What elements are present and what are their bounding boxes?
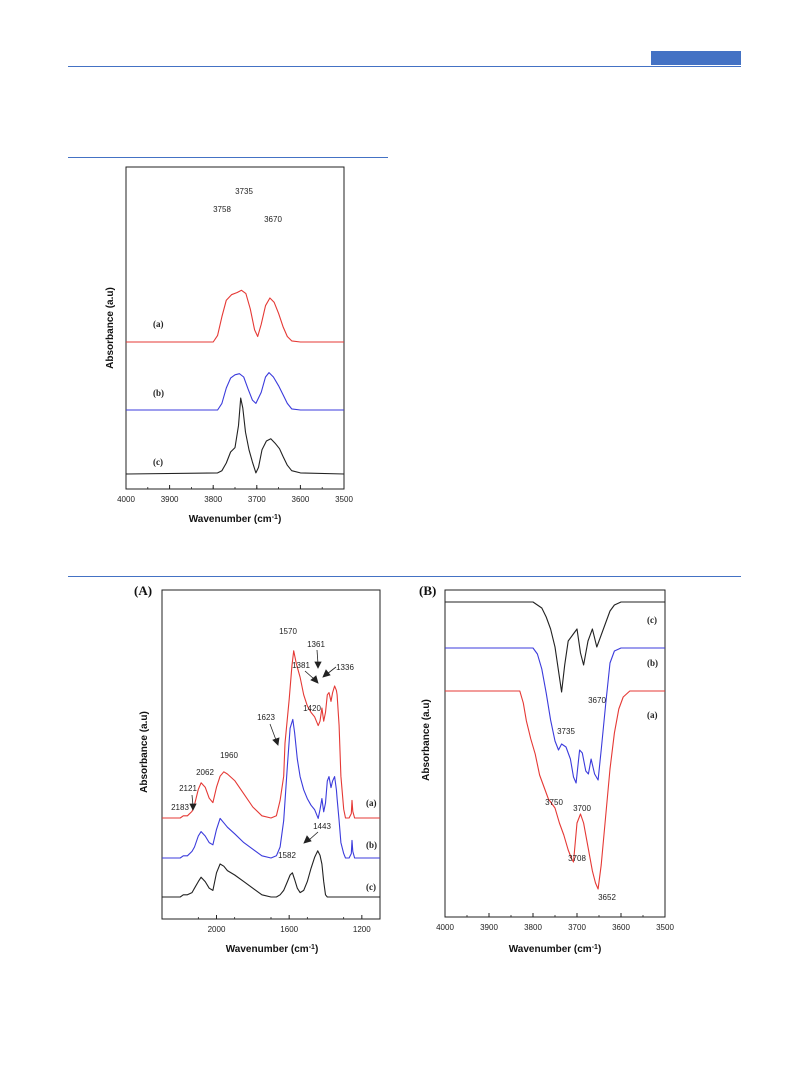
chart-a-annotation: 1443 [313, 822, 331, 831]
chart-b: (B) 4000 3900 3800 3700 3600 3500 Wavenu… [419, 583, 674, 955]
arrowhead-1381 [310, 675, 319, 684]
chart-a: (A) 2000 1600 1200 Wavenumber (cm-1) Abs… [134, 583, 381, 956]
chart-a-annotation: 1361 [307, 640, 325, 649]
arrow-1381 [304, 670, 315, 680]
chart-a-x-axis-title: Wavenumber (cm-1) [226, 944, 319, 956]
chart-b-x-tick-label: 3900 [480, 923, 498, 932]
chart-b-annotation: 3735 [557, 727, 575, 736]
chart-b-frame [444, 589, 666, 918]
chart-a-annotation: 1381 [292, 661, 310, 670]
series-line-a [445, 690, 665, 890]
chart-1-annotation: 3758 [213, 205, 231, 214]
chart-b-ticks [444, 913, 666, 917]
chart-1-series-label-b: (b) [153, 388, 164, 398]
chart-b-annotation: 3708 [568, 854, 586, 863]
chart-a-annotation: 2121 [179, 784, 197, 793]
chart-1-x-tick-label: 3800 [204, 495, 222, 504]
chart-1-series-label-c: (c) [153, 457, 163, 467]
chart-b-y-axis-title: Absorbance (a.u) [421, 699, 432, 781]
chart-b-panel-label: (B) [419, 583, 436, 598]
chart-1-x-tick-label: 4000 [117, 495, 135, 504]
chart-1-x-axis-title: Wavenumber (cm-1) [189, 514, 282, 526]
arrowhead-1443 [303, 835, 312, 844]
series-line-a [126, 289, 344, 343]
chart-1-annotation: 3735 [235, 187, 253, 196]
series-line-c [162, 850, 380, 898]
chart-a-x-tick-label: 1200 [353, 925, 371, 934]
chart-a-ticks [161, 915, 381, 919]
series-line-c [445, 601, 665, 693]
chart-1-series [125, 289, 345, 475]
chart-1-x-tick-label: 3600 [292, 495, 310, 504]
chart-a-panel-label: (A) [134, 583, 152, 598]
series-line-b [162, 718, 380, 859]
arrowhead-1336 [322, 669, 331, 678]
series-line-c [125, 397, 345, 475]
chart-a-series-label-b: (b) [366, 840, 377, 850]
chart-1-annotation: 3670 [264, 215, 282, 224]
chart-b-annotation: 3652 [598, 893, 616, 902]
chart-b-x-tick-label: 3800 [524, 923, 542, 932]
chart-b-x-tick-label: 3700 [568, 923, 586, 932]
series-line-a [162, 650, 380, 819]
chart-a-annotation: 2183 [171, 803, 189, 812]
chart-b-annotation: 3670 [588, 696, 606, 705]
arrowhead-2121 [189, 803, 197, 811]
chart-a-series-label-c: (c) [366, 882, 376, 892]
figure1-caption-rule [68, 157, 388, 158]
chart-a-x-tick-label: 2000 [208, 925, 226, 934]
chart-b-series-label-c: (c) [647, 615, 657, 625]
arrowhead-1361 [314, 661, 322, 669]
header-rule [68, 66, 741, 67]
chart-1-series-label-a: (a) [153, 319, 164, 329]
chart-b-annotation: 3750 [545, 798, 563, 807]
figure2-caption-rule [68, 576, 741, 577]
chart-b-x-tick-label: 4000 [436, 923, 454, 932]
arrow-1623 [269, 723, 277, 741]
chart-a-y-axis-title: Absorbance (a.u) [139, 711, 150, 793]
chart-a-annotation-arrows [189, 649, 337, 844]
chart-b-x-tick-label: 3600 [612, 923, 630, 932]
arrow-1443 [308, 831, 319, 841]
chart-b-annotation: 3700 [573, 804, 591, 813]
chart-1-x-tick-label: 3500 [335, 495, 353, 504]
chart-a-annotation: 1582 [278, 851, 296, 860]
chart-1-y-axis-title: Absorbance (a.u) [105, 287, 116, 369]
chart-a-series-label-a: (a) [366, 798, 377, 808]
chart-a-annotation: 1570 [279, 627, 297, 636]
chart-b-x-tick-label: 3500 [656, 923, 674, 932]
chart-a-annotation: 1623 [257, 713, 275, 722]
chart-1-ticks [125, 485, 345, 489]
series-line-b [445, 647, 665, 784]
chart-b-series-label-b: (b) [647, 658, 658, 668]
chart-b-series [445, 601, 665, 890]
header-tab [651, 51, 741, 65]
chart-a-x-tick-label: 1600 [280, 925, 298, 934]
chart-a-frame [161, 589, 381, 920]
chart-1-x-tick-label: 3900 [161, 495, 179, 504]
chart-b-series-label-a: (a) [647, 710, 658, 720]
chart-1-x-tick-label: 3700 [248, 495, 266, 504]
chart-1: 4000 3900 3800 3700 3600 3500 Wavenumber… [105, 166, 353, 526]
chart-a-annotation: 1336 [336, 663, 354, 672]
chart-a-annotation: 1960 [220, 751, 238, 760]
chart-a-series [162, 650, 380, 898]
series-line-b [126, 372, 344, 411]
chart-b-x-axis-title: Wavenumber (cm-1) [509, 944, 602, 956]
arrowhead-1623 [272, 737, 280, 746]
chart-a-annotation: 2062 [196, 768, 214, 777]
chart-a-annotation: 1420 [303, 704, 321, 713]
